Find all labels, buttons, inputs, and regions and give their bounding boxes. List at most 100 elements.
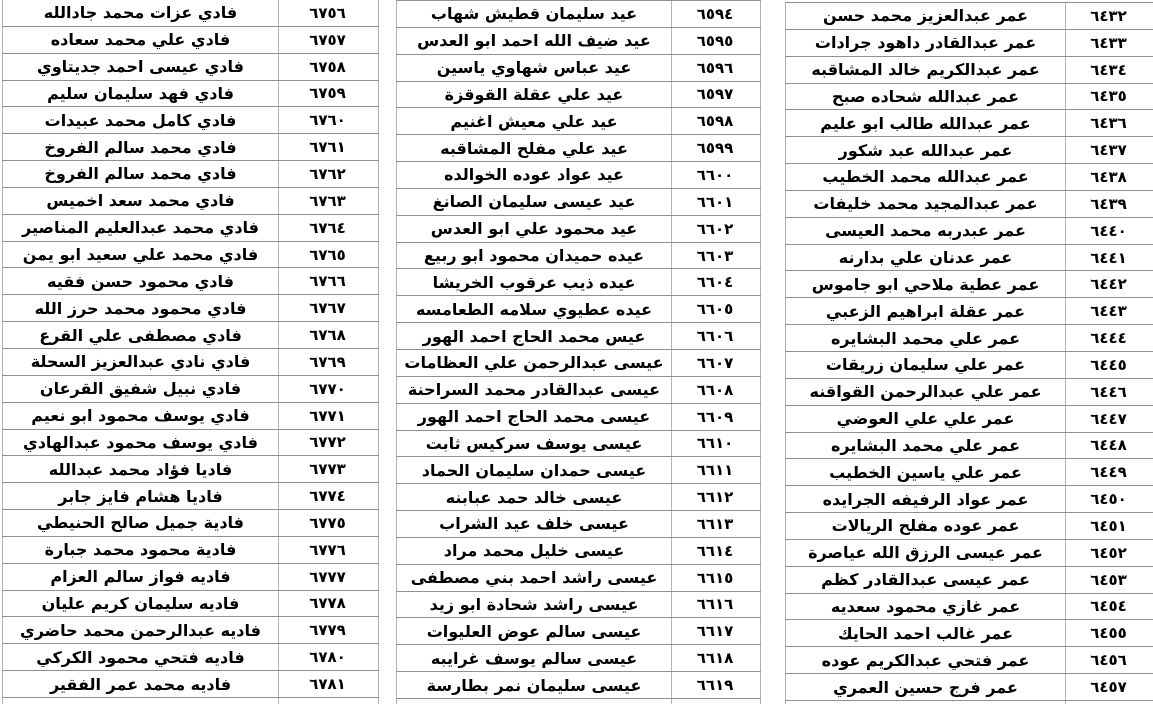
serial-number-cell (671, 698, 761, 704)
person-name-cell: فادي محمد علي سعيد ابو يمن (2, 241, 278, 268)
person-name-cell: فادي محمد سعد اخميس (2, 187, 278, 214)
serial-number-cell: ٦٧٦٧ (278, 295, 379, 322)
person-name-cell: عمر عواد الرفيفه الجرايده (785, 486, 1065, 513)
person-name-cell: فاديه سليمان كريم عليان (2, 590, 278, 617)
table-row: فادي يوسف محمود ابو نعيم ٦٧٧١ (2, 402, 379, 430)
table-row: فادي مصطفى علي القرع ٦٧٦٨ (2, 322, 379, 349)
table-row: فادي محمد علي سعيد ابو يمن ٦٧٦٥ (2, 241, 379, 269)
serial-number-cell: ٦٤٥٥ (1065, 620, 1153, 647)
serial-number-cell: ٦٦١١ (671, 457, 761, 484)
person-name-cell: عمر علي ياسين الخطيب (785, 459, 1065, 486)
serial-number-cell: ٦٧٥٦ (278, 0, 379, 26)
person-name-cell: عيسى محمد الحاج احمد الهور (396, 403, 671, 430)
serial-number-cell: ٦٧٦٨ (278, 322, 379, 348)
table-row: عمر علي محمد البشايره ٦٤٤٤ (785, 325, 1153, 352)
serial-number-cell: ٦٤٣٣ (1065, 29, 1153, 56)
serial-number-cell: ٦٧٥٧ (278, 26, 379, 53)
table-row: فادي يوسف محمود عبدالهادي ٦٧٧٢ (2, 429, 379, 457)
person-name-cell: عيد علي عقلة القوقزة (396, 81, 671, 108)
serial-number-cell: ٦٦١٣ (671, 511, 761, 537)
person-name-cell: عيسى عبدالقادر محمد السراحنة (396, 376, 671, 403)
table-row: عيد عيسى سليمان الصانغ ٦٦٠١ (396, 188, 761, 216)
person-name-cell: عمر غازي محمود سعديه (785, 593, 1065, 620)
table-row: عيده عطيوي سلامه الطعامسه ٦٦٠٥ (396, 296, 761, 324)
table-row: عيسى عبدالقادر محمد السراحنة ٦٦٠٨ (396, 376, 761, 404)
serial-number-cell: ٦٤٣٥ (1065, 83, 1153, 110)
serial-number-cell: ٦٥٩٨ (671, 108, 761, 135)
person-name-cell: عيد سليمان قطيش شهاب (396, 1, 671, 27)
person-name-cell: عيسى خليل محمد مراد (396, 537, 671, 564)
serial-number-cell: ٦٧٦٣ (278, 187, 379, 214)
table-row: عيسى سالم عوض العليوات ٦٦١٧ (396, 618, 761, 646)
person-name-cell: عمر علي محمد البشايره (785, 432, 1065, 459)
serial-number-cell: ٦٧٥٩ (278, 80, 379, 107)
person-name-cell: عمر عبدالله طالب ابو عليم (785, 110, 1065, 137)
serial-number-cell: ٦٤٣٧ (1065, 137, 1153, 164)
person-name-cell: عمر علي محمد البشايره (785, 325, 1065, 351)
table-row: عمر علي سليمان زريقات ٦٤٤٥ (785, 351, 1153, 379)
table-row: فادي كامل محمد عبيدات ٦٧٦٠ (2, 107, 379, 135)
table-row: عيد علي معيش اغنيم ٦٥٩٨ (396, 108, 761, 136)
serial-number-cell: ٦٧٧٠ (278, 375, 379, 402)
person-name-cell: فادي محمود محمد حرز الله (2, 295, 278, 322)
table-row: عمر عبدالله محمد الخطيب ٦٤٣٨ (785, 164, 1153, 191)
table-row: عمر عبدالقادر داهود جرادات ٦٤٣٣ (785, 29, 1153, 57)
person-name-cell: عيده عطيوي سلامه الطعامسه (396, 296, 671, 323)
serial-number-cell: ٦٦٠٥ (671, 296, 761, 323)
table-row: فادي محمود محمد حرز الله ٦٧٦٧ (2, 295, 379, 323)
serial-number-cell: ٦٧٧٨ (278, 590, 379, 617)
serial-number-cell: ٦٦١٧ (671, 618, 761, 645)
table-row: فاديه فواز سالم العزام ٦٧٧٧ (2, 563, 379, 591)
person-name-cell: عمر علي علي العوضي (785, 405, 1065, 432)
table-row: عيس محمد الحاج احمد الهور ٦٦٠٦ (396, 323, 761, 350)
table-row: فادي عيسى احمد جديتاوي ٦٧٥٨ (2, 53, 379, 81)
person-name-cell: عيده حميدان محمود ابو ربيع (396, 242, 671, 269)
serial-number-cell: ٦٦١٥ (671, 564, 761, 591)
serial-number-cell: ٦٤٥٦ (1065, 647, 1153, 674)
table-row: عمر عبدالعزيز محمد حسن ٦٤٣٢ (785, 3, 1153, 30)
person-name-cell: عيسى سليمان نمر بطارسة (396, 672, 671, 698)
person-name-cell: فاديه عبدالرحمن محمد حاضري (2, 617, 278, 644)
table-row: فادي محمد سالم الفروخ ٦٧٦١ (2, 134, 379, 162)
serial-number-cell: ٦٧٨٠ (278, 644, 379, 671)
serial-number-cell: ٦٤٤٣ (1065, 298, 1153, 325)
table-row: عمر عقلة ابراهيم الزعبي ٦٤٤٣ (785, 298, 1153, 326)
person-name-cell: عيده ذيب عرقوب الخريشا (396, 269, 671, 296)
name-table-column-middle: عيد سليمان قطيش شهاب ٦٥٩٤ عيد ضيف الله احم… (396, 0, 761, 704)
person-name-cell: عمر عطية ملاحي ابو جاموس (785, 271, 1065, 298)
serial-number-cell: ٦٤٤٨ (1065, 432, 1153, 459)
table-row: عيد عباس شهاوي ياسين ٦٥٩٦ (396, 54, 761, 82)
serial-number-cell: ٦٤٣٩ (1065, 190, 1153, 217)
table-row: عمر غالب احمد الحايك ٦٤٥٥ (785, 620, 1153, 648)
serial-number-cell: ٦٧٧٦ (278, 536, 379, 563)
serial-number-cell: ٦٧٧٢ (278, 429, 379, 456)
table-row: عمر عبدالله طالب ابو عليم ٦٤٣٦ (785, 110, 1153, 138)
serial-number-cell: ٦٦٠٢ (671, 215, 761, 242)
table-row: عيده ذيب عرقوب الخريشا ٦٦٠٤ (396, 269, 761, 297)
person-name-cell: عيسى سالم يوسف غرايبه (396, 645, 671, 672)
person-name-cell: عمر عبدالكريم خالد المشاقبه (785, 56, 1065, 83)
serial-number-cell: ٦٦٠٤ (671, 269, 761, 296)
person-name-cell: عمر علي سليمان زريقات (785, 351, 1065, 378)
serial-number-cell: ٦٧٧٧ (278, 563, 379, 590)
table-row: عيد محمود علي ابو العدس ٦٦٠٢ (396, 215, 761, 243)
person-name-cell: عمر عبدالله عبد شكور (785, 137, 1065, 164)
table-row: عمر عدنان علي بدارنه ٦٤٤١ (785, 244, 1153, 272)
table-row: عيسى سليمان نمر بطارسة ٦٦١٩ (396, 672, 761, 699)
serial-number-cell: ٦٥٩٥ (671, 27, 761, 54)
person-name-cell: فاديه فتحي محمود الكركي (2, 644, 278, 671)
serial-number-cell: ٦٧٧٤ (278, 483, 379, 510)
table-row: عمر عبدالله شحاده صبح ٦٤٣٥ (785, 83, 1153, 111)
table-row: فادي محمد سالم الفروخ ٦٧٦٢ (2, 161, 379, 188)
table-row (2, 697, 379, 704)
table-row: عمر علي ياسين الخطيب ٦٤٤٩ (785, 459, 1153, 487)
table-row: عمر فرج حسين العمري ٦٤٥٧ (785, 674, 1153, 701)
person-name-cell: عيسى راشد شحادة ابو زيد (396, 591, 671, 618)
person-name-cell: عيد عيسى سليمان الصانغ (396, 188, 671, 215)
serial-number-cell: ٦٤٣٨ (1065, 164, 1153, 190)
serial-number-cell: ٦٥٩٩ (671, 135, 761, 162)
serial-number-cell: ٦٤٥٠ (1065, 486, 1153, 513)
table-row: عيسى راشد شحادة ابو زيد ٦٦١٦ (396, 591, 761, 619)
table-row: عمر عطية ملاحي ابو جاموس ٦٤٤٢ (785, 271, 1153, 299)
